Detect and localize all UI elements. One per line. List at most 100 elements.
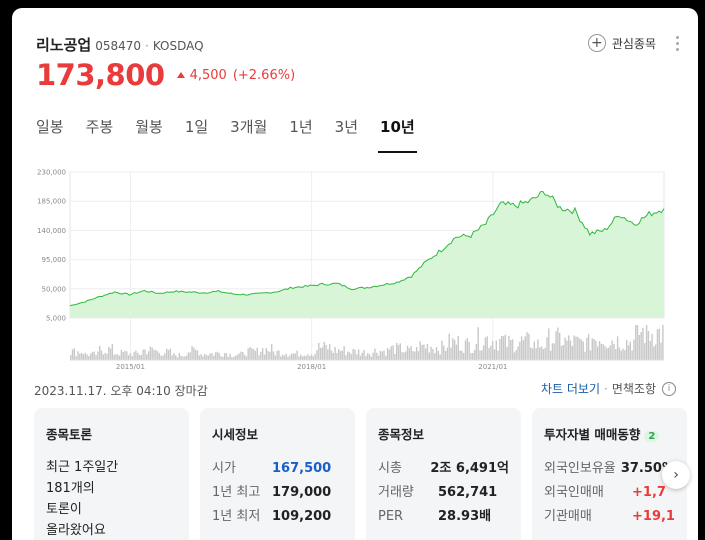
volume-bar (236, 354, 239, 360)
discussion-title: 종목토론 (46, 427, 93, 442)
tab-daily[interactable]: 일봉 (36, 118, 64, 136)
volume-bar (202, 356, 204, 360)
volume-bar (77, 351, 79, 360)
volume-bar (267, 351, 269, 360)
volume-bar (321, 347, 324, 360)
volume-bar (580, 339, 583, 360)
tab-3year[interactable]: 3년 (334, 118, 359, 136)
volume-bar (126, 351, 128, 360)
volume-bar (392, 345, 394, 360)
volume-bar (481, 350, 483, 360)
add-favorite-button[interactable]: + 관심종목 (587, 34, 656, 52)
stock-info-card[interactable]: 종목정보 시총 2조 6,491억 거래량 562,741 PER 28.93배 (366, 408, 521, 540)
volume-bar (108, 346, 110, 360)
volume-bar (388, 349, 391, 360)
volume-bar (144, 349, 146, 360)
volume-bar (649, 340, 651, 360)
discussion-line: 올라왔어요 (46, 523, 106, 538)
volume-bar (511, 339, 514, 360)
volume-bar (198, 355, 200, 360)
volume-bar (399, 343, 402, 360)
discussion-line: 토론이 (46, 502, 82, 517)
info-icon[interactable]: i (662, 381, 676, 396)
tab-1day[interactable]: 1일 (184, 118, 209, 136)
volume-bar (147, 351, 150, 360)
volume-bar (495, 340, 497, 360)
volume-bar (71, 349, 74, 360)
volume-bar (662, 325, 664, 360)
volume-bar (122, 352, 124, 360)
chart-more-link[interactable]: 차트 더보기 (540, 382, 600, 396)
volume-bar (491, 340, 494, 360)
volume-bar (359, 355, 362, 360)
stock-info-row: 시총 2조 6,491억 (378, 457, 509, 481)
disclaimer-link[interactable]: 면책조항 (611, 382, 656, 396)
volume-bar (539, 347, 541, 360)
volume-bar (644, 343, 646, 360)
volume-bar (341, 350, 344, 360)
volume-bar (272, 351, 275, 360)
tab-weekly[interactable]: 주봉 (85, 118, 114, 136)
volume-bar (156, 351, 159, 360)
volume-bar (654, 344, 657, 360)
volume-bar (501, 335, 503, 360)
volume-bar (625, 339, 628, 360)
row-label: PER (378, 509, 404, 524)
volume-bar (636, 325, 639, 360)
volume-bar (421, 344, 423, 360)
volume-bar (169, 348, 172, 360)
discussion-body: 최근 1주일간 181개의 토론이 올라왔어요 (46, 457, 177, 540)
volume-bar (548, 328, 550, 360)
volume-bar (191, 346, 193, 360)
volume-bar (79, 353, 81, 360)
row-value: 2조 6,491억 (430, 461, 509, 476)
volume-bar (586, 337, 588, 360)
volume-bar (165, 348, 168, 360)
volume-bar (435, 347, 438, 360)
volume-bar (620, 350, 622, 360)
volume-bar (640, 331, 642, 360)
price-chart[interactable]: 230,000 185,000 140,000 95,000 50,000 5,000 20… (12, 160, 698, 380)
market-info-card[interactable]: 시세정보 시가 167,500 1년 최고 179,000 1년 최저 109,200 (200, 408, 355, 540)
volume-bar (245, 356, 248, 360)
volume-bar (243, 354, 246, 360)
volume-bar (587, 333, 590, 360)
tab-1year[interactable]: 1년 (289, 118, 313, 136)
y-tick-label: 95,000 (42, 256, 67, 264)
volume-bar (347, 351, 349, 360)
discussion-card[interactable]: 종목토론 최근 1주일간 181개의 토론이 올라왔어요 (34, 408, 189, 540)
volume-bar (109, 348, 112, 360)
volume-bar (546, 337, 548, 360)
volume-bar (593, 339, 595, 360)
volume-bar (394, 354, 396, 360)
investor-row: 외국인보유율 37.50% (544, 457, 675, 481)
volume-bar (70, 355, 72, 360)
tab-3month[interactable]: 3개월 (230, 118, 268, 136)
volume-bar (470, 353, 472, 360)
tab-10year[interactable]: 10년 (378, 116, 417, 153)
volume-bar (390, 346, 392, 360)
more-options-icon[interactable] (676, 36, 680, 54)
volume-bar (258, 355, 260, 360)
volume-bar (298, 356, 300, 360)
investor-row: 기관매매 +19,1 (544, 505, 675, 529)
link-separator: · (604, 381, 608, 396)
volume-bar (510, 340, 512, 360)
volume-bar (528, 333, 530, 360)
volume-bar (151, 347, 153, 360)
plus-icon: + (587, 34, 606, 52)
next-card-button[interactable]: › (662, 461, 690, 489)
volume-bar (533, 341, 536, 360)
volume-bar (468, 341, 470, 360)
volume-bar (93, 351, 95, 360)
volume-bar (140, 354, 143, 360)
investor-trend-card[interactable]: 투자자별 매매동향 2 외국인보유율 37.50% 외국인매매 +1,7 기관매매 +1… (532, 408, 687, 540)
volume-bar (104, 352, 106, 360)
tab-monthly[interactable]: 월봉 (135, 118, 163, 136)
volume-bar (365, 356, 367, 360)
volume-bar (569, 340, 572, 360)
stock-name[interactable]: 리노공업 (36, 36, 92, 54)
volume-bar (95, 355, 97, 360)
discussion-line: 181개의 (46, 481, 95, 496)
volume-bar (242, 352, 244, 360)
